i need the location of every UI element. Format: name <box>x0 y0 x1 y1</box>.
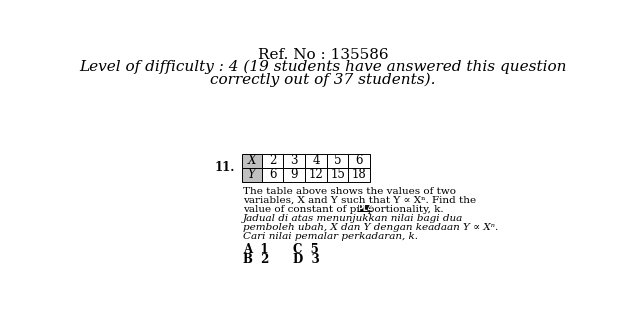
Text: Jadual di atas menunjukkan nilai bagi dua: Jadual di atas menunjukkan nilai bagi du… <box>243 214 463 223</box>
Text: 5: 5 <box>334 155 341 167</box>
Text: X: X <box>248 155 256 167</box>
Text: Y: Y <box>248 168 255 181</box>
Bar <box>358 205 372 212</box>
Text: B  2: B 2 <box>243 253 270 266</box>
Text: 6: 6 <box>355 155 363 167</box>
Bar <box>305 154 327 168</box>
Text: D  3: D 3 <box>294 253 320 266</box>
Text: variables, X and Y such that Y ∝ Xⁿ. Find the: variables, X and Y such that Y ∝ Xⁿ. Fin… <box>243 196 476 205</box>
Text: A  1: A 1 <box>243 243 268 256</box>
Bar <box>327 168 348 181</box>
Text: Level of difficulty : 4 (19 students have answered this question: Level of difficulty : 4 (19 students hav… <box>79 60 566 74</box>
Text: 11.: 11. <box>215 161 235 174</box>
Text: 12: 12 <box>309 168 323 181</box>
Text: The table above shows the values of two: The table above shows the values of two <box>243 187 456 196</box>
Text: 18: 18 <box>352 168 367 181</box>
Bar <box>348 168 370 181</box>
Text: correctly out of 37 students).: correctly out of 37 students). <box>210 72 435 87</box>
Text: pemboleh ubah, X dan Y dengan keadaan Y ∝ Xⁿ.: pemboleh ubah, X dan Y dengan keadaan Y … <box>243 223 498 232</box>
Bar <box>348 154 370 168</box>
Text: PL4: PL4 <box>357 204 373 213</box>
Bar <box>284 168 305 181</box>
Text: C  5: C 5 <box>294 243 319 256</box>
Text: 6: 6 <box>269 168 276 181</box>
Bar <box>284 154 305 168</box>
Text: value of constant of proportionality, k.: value of constant of proportionality, k. <box>243 205 444 214</box>
Text: 4: 4 <box>312 155 319 167</box>
Text: Ref. No : 135586: Ref. No : 135586 <box>258 48 388 62</box>
Text: 9: 9 <box>290 168 298 181</box>
Text: 15: 15 <box>330 168 345 181</box>
Bar <box>261 154 284 168</box>
Bar <box>327 154 348 168</box>
Bar <box>261 168 284 181</box>
Text: 3: 3 <box>290 155 298 167</box>
Bar <box>241 154 261 168</box>
Text: 2: 2 <box>269 155 276 167</box>
Bar <box>241 168 261 181</box>
Text: Cari nilai pemalar perkadaran, k.: Cari nilai pemalar perkadaran, k. <box>243 232 418 241</box>
Bar <box>305 168 327 181</box>
